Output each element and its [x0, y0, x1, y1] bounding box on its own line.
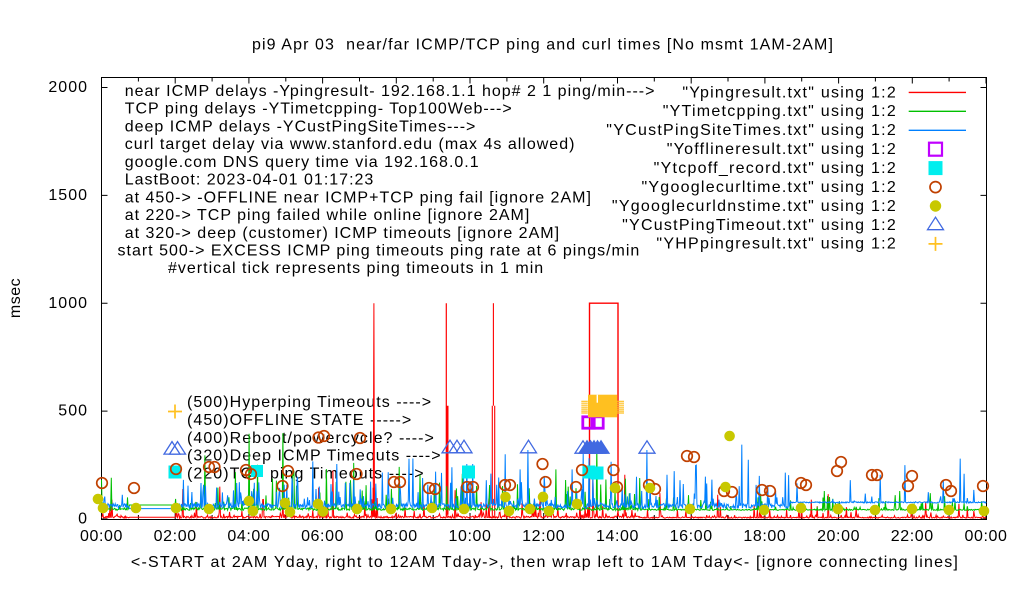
svg-text:2000: 2000 [48, 79, 88, 96]
svg-text:1000: 1000 [48, 295, 88, 312]
svg-text:at 220-> TCP ping failed while: at 220-> TCP ping failed while online [i… [125, 207, 531, 224]
svg-text:"Ypingresult.txt" using 1:2: "Ypingresult.txt" using 1:2 [682, 84, 897, 101]
svg-text:08:00: 08:00 [375, 528, 418, 545]
svg-text:14:00: 14:00 [596, 528, 639, 545]
svg-text:LastBoot: 2023-04-01 01:17:23: LastBoot: 2023-04-01 01:17:23 [125, 172, 375, 189]
svg-text:12:00: 12:00 [522, 528, 565, 545]
svg-text:"YHPpingresult.txt" using 1:2: "YHPpingresult.txt" using 1:2 [656, 236, 897, 253]
svg-text:06:00: 06:00 [301, 528, 344, 545]
svg-text:00:00: 00:00 [80, 528, 123, 545]
svg-text:22:00: 22:00 [891, 528, 934, 545]
svg-text:(450)OFFLINE STATE ----->: (450)OFFLINE STATE -----> [187, 412, 412, 429]
svg-text:20:00: 20:00 [817, 528, 860, 545]
svg-text:near ICMP delays -Ypingresult-: near ICMP delays -Ypingresult- 192.168.1… [125, 83, 656, 100]
svg-text:#vertical tick represents ping: #vertical tick represents ping timeouts … [168, 260, 544, 277]
svg-text:18:00: 18:00 [743, 528, 786, 545]
svg-text:"YCustPingTimeout.txt" using 1: "YCustPingTimeout.txt" using 1:2 [622, 217, 897, 234]
svg-text:deep ICMP delays -YCustPingSit: deep ICMP delays -YCustPingSiteTimes---> [125, 118, 477, 135]
svg-text:(400)Reboot/powercycle? ---->: (400)Reboot/powercycle? ----> [187, 430, 435, 447]
svg-text:00:00: 00:00 [964, 528, 1007, 545]
svg-text:<-START at 2AM Yday, right to: <-START at 2AM Yday, right to 12AM Tday-… [131, 554, 959, 571]
svg-text:1500: 1500 [48, 187, 88, 204]
svg-text:at 450-> -OFFLINE near ICMP+TC: at 450-> -OFFLINE near ICMP+TCP ping fai… [125, 189, 592, 206]
svg-text:TCP ping delays -YTimetcpping-: TCP ping delays -YTimetcpping- Top100Web… [125, 101, 513, 118]
svg-text:(320)Deep ICMP Timeouts ---->: (320)Deep ICMP Timeouts ----> [187, 448, 442, 465]
svg-text:at 320-> deep (customer) ICMP: at 320-> deep (customer) ICMP timeouts [… [125, 225, 560, 242]
svg-text:pi9 Apr 03 near/far ICMP/TCP: pi9 Apr 03 near/far ICMP/TCP ping and cu… [252, 37, 834, 54]
svg-text:10:00: 10:00 [448, 528, 491, 545]
svg-text:04:00: 04:00 [227, 528, 270, 545]
svg-text:"Ytcpoff_record.txt" using 1:2: "Ytcpoff_record.txt" using 1:2 [654, 160, 897, 177]
svg-text:"Ygooglecurltime.txt" using 1:: "Ygooglecurltime.txt" using 1:2 [641, 179, 897, 196]
svg-text:"YTimetcpping.txt" using 1:2: "YTimetcpping.txt" using 1:2 [663, 103, 897, 120]
svg-text:500: 500 [58, 403, 88, 420]
svg-text:02:00: 02:00 [154, 528, 197, 545]
svg-text:"Ygooglecurldnstime.txt" using: "Ygooglecurldnstime.txt" using 1:2 [612, 198, 897, 215]
svg-text:16:00: 16:00 [670, 528, 713, 545]
svg-text:0: 0 [78, 511, 88, 528]
svg-text:"Yofflineresult.txt" using 1:2: "Yofflineresult.txt" using 1:2 [667, 141, 897, 158]
svg-text:google.com DNS query time via: google.com DNS query time via 192.168.0.… [125, 154, 480, 171]
svg-text:(220)TCP ping Timeouts ---->: (220)TCP ping Timeouts ----> [187, 465, 425, 482]
svg-text:start 500-> EXCESS ICMP ping t: start 500-> EXCESS ICMP ping timeouts pi… [118, 243, 641, 260]
svg-text:curl target delay via www.stan: curl target delay via www.stanford.edu (… [125, 136, 576, 153]
svg-text:(500)Hyperping Timeouts ---->: (500)Hyperping Timeouts ----> [187, 394, 432, 411]
svg-text:"YCustPingSiteTimes.txt" using: "YCustPingSiteTimes.txt" using 1:2 [606, 122, 897, 139]
svg-text:msec: msec [7, 278, 24, 318]
